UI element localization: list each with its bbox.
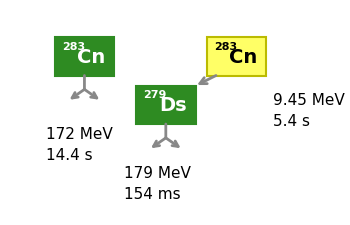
Text: 283: 283 (214, 42, 237, 52)
Bar (206, 37, 266, 76)
Text: 172 MeV
14.4 s: 172 MeV 14.4 s (47, 128, 113, 164)
Text: 279: 279 (143, 90, 167, 100)
Text: 283: 283 (62, 42, 85, 52)
Text: 9.45 MeV
5.4 s: 9.45 MeV 5.4 s (273, 93, 345, 129)
Text: Cn: Cn (77, 48, 105, 67)
Text: Cn: Cn (229, 48, 257, 67)
Text: Ds: Ds (159, 96, 187, 115)
Bar (55, 37, 114, 76)
Text: 179 MeV
154 ms: 179 MeV 154 ms (124, 166, 191, 202)
Bar (136, 86, 196, 124)
